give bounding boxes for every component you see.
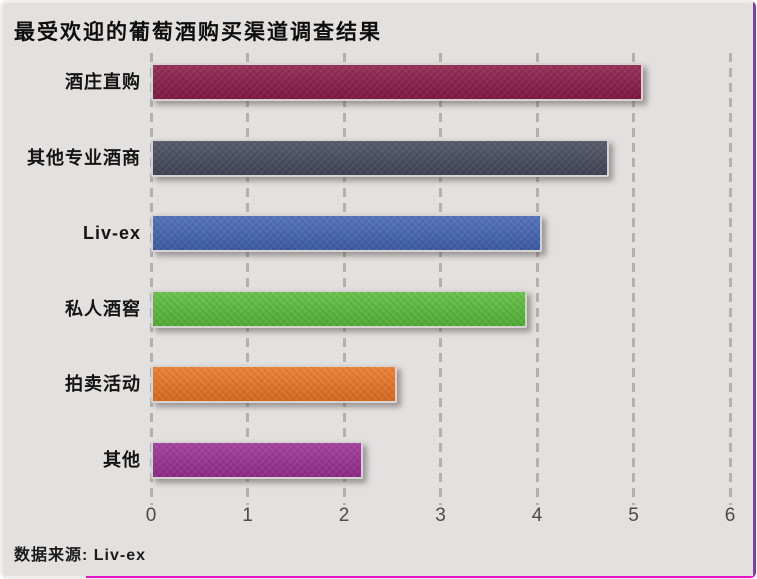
bar-texture [153,65,642,99]
gridline-x-6 [728,53,732,505]
gridline-x-0 [149,53,153,505]
x-tick-label: 3 [435,505,446,526]
gridline-x-4 [535,53,539,505]
right-accent-border [753,1,756,578]
bar-其他 [151,440,364,479]
chart-title: 最受欢迎的葡萄酒购买渠道调查结果 [14,21,382,44]
bottom-accent-line [86,576,756,578]
bar-酒庄直购 [151,63,644,101]
x-tick-label: 4 [531,505,543,526]
x-tick-label: 5 [628,505,639,526]
x-tick-label: 2 [338,505,350,526]
category-label: 其他专业酒商 [27,147,141,168]
bar-拍卖活动 [151,365,398,403]
category-label: Liv-ex [82,223,141,243]
gridline-x-2 [342,53,346,505]
x-tick-label: 0 [145,505,157,526]
bar-texture [153,291,526,326]
bar-其他专业酒商 [151,138,610,177]
category-label: 其他 [103,449,141,470]
category-label: 私人酒窖 [65,298,141,319]
gridline-x-3 [439,53,442,505]
bar-texture [153,442,362,477]
bar-私人酒窖 [151,289,528,328]
x-tick-label: 6 [724,505,736,526]
category-label: 拍卖活动 [65,374,141,394]
source-note: 数据来源: Liv-ex [14,547,147,564]
x-tick-label: 1 [242,505,253,526]
bar-Liv-ex [151,214,542,252]
bar-texture [153,140,608,175]
bar-texture [153,367,396,401]
bar-texture [153,216,540,250]
category-label: 酒庄直购 [65,72,141,92]
gridline-x-5 [632,53,635,505]
gridline-x-1 [246,53,249,505]
